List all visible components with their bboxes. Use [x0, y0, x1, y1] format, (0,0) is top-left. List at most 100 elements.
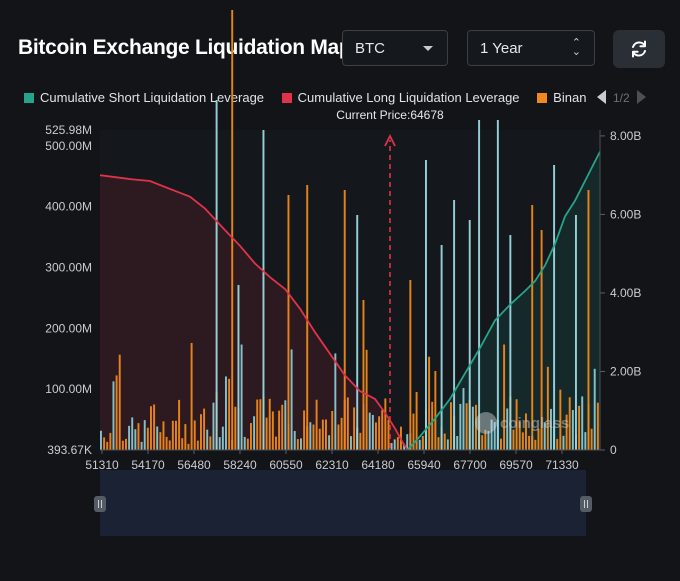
liquidation-bar — [237, 285, 240, 450]
x-axis-tick-label: 69570 — [499, 458, 533, 472]
liquidation-bar — [559, 389, 562, 450]
liquidation-bar — [268, 398, 271, 450]
x-axis-tick-label: 71330 — [545, 458, 579, 472]
liquidation-bar — [190, 342, 193, 450]
liquidation-bar — [512, 429, 515, 450]
liquidation-bar — [181, 438, 184, 450]
liquidation-bar — [315, 399, 318, 450]
liquidation-bar — [134, 429, 137, 450]
long-cumulative-line — [99, 174, 409, 451]
liquidation-bar — [228, 378, 231, 450]
legend-next-icon[interactable] — [636, 90, 646, 104]
range-select-value: 1 Year — [480, 40, 523, 57]
liquidation-bar — [256, 399, 259, 450]
legend-item-long[interactable]: Cumulative Long Liquidation Leverage — [281, 90, 520, 105]
zoom-slider[interactable] — [94, 470, 592, 536]
liquidation-bar — [206, 429, 209, 450]
legend-item-short[interactable]: Cumulative Short Liquidation Leverage — [24, 90, 264, 105]
x-axis-tick-label: 64180 — [361, 458, 395, 472]
liquidation-bar — [450, 402, 452, 450]
x-axis-tick-label: 60550 — [269, 458, 303, 472]
chevron-down-icon — [423, 46, 433, 51]
current-price-arrow — [384, 133, 396, 147]
liquidation-bar — [459, 403, 462, 450]
left-axis-tick-label: 525.98M — [45, 123, 92, 137]
liquidation-bar — [131, 417, 134, 450]
liquidation-bar — [553, 165, 556, 450]
liquidation-bar — [196, 440, 199, 450]
x-axis-tick-label: 51310 — [85, 458, 119, 472]
watermark-text: coinglass — [500, 415, 569, 432]
liquidation-bar — [471, 406, 474, 450]
liquidation-bar — [525, 413, 527, 450]
legend-swatch-short — [24, 93, 34, 103]
page-title: Bitcoin Exchange Liquidation Map — [18, 36, 352, 59]
liquidation-bar — [546, 366, 549, 450]
liquidation-bar — [162, 421, 165, 450]
right-axis-tick-label: 0 — [610, 443, 617, 457]
liquidation-bar — [368, 412, 371, 450]
range-select[interactable]: 1 Year ⌃ ⌄ — [467, 30, 595, 66]
chart-axes: 393.67K 100.00M 200.00M 300.00M 400.00M 500.0… — [45, 123, 641, 472]
liquidation-bar — [153, 404, 156, 450]
liquidation-bar — [100, 430, 102, 450]
liquidation-bar — [121, 440, 124, 450]
liquidation-bar — [290, 349, 293, 450]
liquidation-bar — [484, 429, 487, 450]
liquidation-bar — [209, 436, 212, 450]
liquidation-bar — [353, 407, 356, 450]
liquidation-bar — [328, 435, 331, 450]
liquidation-bar — [359, 432, 362, 450]
liquidation-bar — [212, 402, 215, 450]
liquidation-bar — [381, 409, 384, 450]
long-liquidation-area — [100, 175, 408, 450]
liquidation-bar — [403, 443, 406, 450]
liquidation-bar — [500, 438, 502, 450]
liquidation-bar — [575, 215, 577, 450]
current-price-marker: Current Price:64678 — [336, 108, 444, 448]
liquidation-bar — [365, 349, 368, 450]
liquidation-bar — [243, 436, 246, 450]
liquidation-bar — [493, 422, 496, 450]
liquidation-bar — [518, 421, 521, 450]
legend-prev-icon[interactable] — [597, 90, 606, 104]
liquidation-bar — [415, 391, 418, 450]
liquidation-bar — [265, 417, 268, 450]
liquidation-bar — [275, 436, 277, 450]
liquidation-bar — [515, 399, 518, 450]
legend-item-binance[interactable]: Binance — [537, 90, 586, 105]
liquidation-bar — [168, 440, 171, 450]
short-cumulative-line — [406, 151, 601, 451]
liquidation-bar — [412, 413, 415, 450]
left-axis-tick-label: 200.00M — [45, 321, 92, 335]
liquidation-bar — [496, 120, 499, 450]
symbol-select[interactable]: BTC — [342, 30, 448, 66]
liquidation-bar — [409, 280, 412, 450]
liquidation-bar — [543, 422, 546, 450]
liquidation-bar — [215, 100, 218, 450]
cumulative-lines — [99, 151, 601, 451]
zoom-handle-left[interactable] — [94, 496, 106, 512]
liquidation-bar — [171, 420, 174, 450]
legend-page-indicator: 1/2 — [613, 91, 630, 105]
liquidation-bar — [225, 376, 227, 450]
liquidation-bar — [534, 439, 537, 450]
liquidation-bar — [378, 416, 381, 450]
liquidation-bar — [140, 441, 143, 450]
liquidation-bar — [259, 399, 262, 450]
left-axis-tick-label: 500.00M — [45, 139, 92, 153]
liquidation-bar — [159, 432, 162, 450]
zoom-handle-right[interactable] — [580, 496, 592, 512]
refresh-button[interactable] — [613, 30, 665, 68]
liquidation-bar — [296, 439, 299, 450]
liquidation-bar — [278, 410, 281, 450]
liquidation-bar — [106, 441, 109, 450]
liquidation-bar — [112, 381, 115, 450]
liquidation-bars — [100, 10, 599, 450]
liquidation-bar — [103, 437, 106, 450]
liquidation-bar — [506, 408, 509, 450]
liquidation-bar — [453, 200, 456, 450]
legend-label-short: Cumulative Short Liquidation Leverage — [40, 90, 265, 105]
liquidation-bar — [434, 371, 437, 450]
